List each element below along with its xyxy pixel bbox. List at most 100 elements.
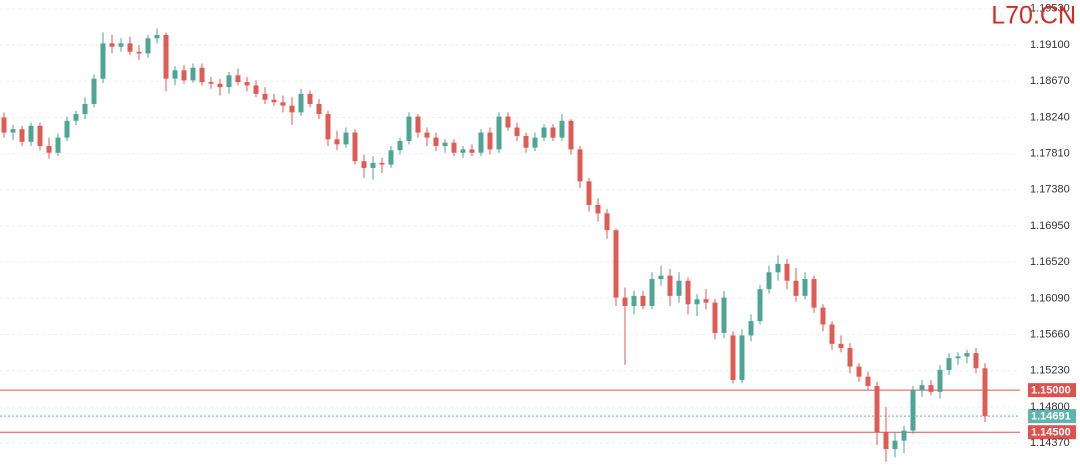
price-level-box: [1028, 409, 1076, 424]
y-tick-label: 1.18240: [1030, 111, 1070, 123]
candle-body: [55, 137, 61, 153]
candle-body: [154, 34, 160, 39]
y-tick-label: 1.14800: [1030, 401, 1070, 413]
candle-body: [703, 299, 709, 303]
y-tick-label: 1.19100: [1030, 39, 1070, 51]
candle-body: [163, 34, 169, 79]
candle-body: [541, 127, 547, 138]
candle-body: [631, 295, 637, 306]
candle-body: [451, 142, 457, 153]
candle-body: [82, 103, 88, 115]
candle-body: [10, 129, 16, 133]
candle-body: [109, 43, 115, 47]
candle-body: [622, 297, 628, 306]
candle-body: [586, 181, 592, 205]
candle-body: [262, 93, 268, 100]
candle-body: [289, 105, 295, 113]
candle-body: [46, 146, 52, 153]
candle-body: [685, 280, 691, 305]
candle-body: [793, 280, 799, 296]
candle-body: [577, 149, 583, 182]
candle-body: [325, 114, 331, 140]
candle-body: [865, 376, 871, 386]
candle-body: [748, 321, 754, 336]
price-level-box: [1028, 383, 1076, 398]
candle-body: [487, 132, 493, 150]
y-tick-label: 1.15660: [1030, 328, 1070, 340]
candle-body: [28, 125, 34, 142]
y-tick-label: 1.14370: [1030, 437, 1070, 449]
candle-body: [226, 75, 232, 88]
candle-body: [550, 127, 556, 138]
candle-body: [19, 129, 25, 142]
candle-body: [694, 299, 700, 305]
candle-body: [253, 85, 259, 94]
candle-body: [559, 120, 565, 138]
candle-body: [469, 149, 475, 153]
candle-body: [739, 335, 745, 381]
candle-body: [568, 120, 574, 150]
candle-body: [649, 279, 655, 306]
y-tick-label: 1.15230: [1030, 365, 1070, 377]
candle-body: [496, 116, 502, 150]
candle-body: [595, 204, 601, 214]
candle-body: [802, 279, 808, 296]
candle-body: [379, 162, 385, 165]
candle-body: [145, 38, 151, 54]
candle-body: [442, 142, 448, 147]
candle-body: [847, 348, 853, 367]
candle-body: [892, 440, 898, 450]
y-tick-label: 1.19530: [1030, 3, 1070, 15]
candle-body: [667, 275, 673, 296]
candles: [1, 28, 988, 462]
candle-body: [190, 67, 196, 81]
y-tick-label: 1.16520: [1030, 256, 1070, 268]
candle-body: [928, 385, 934, 392]
candle-body: [721, 297, 727, 333]
price-level-label: 1.15000: [1031, 385, 1071, 397]
candle-body: [613, 230, 619, 298]
candle-body: [820, 307, 826, 325]
candle-body: [73, 114, 79, 121]
candle-body: [406, 116, 412, 141]
y-tick-label: 1.18670: [1030, 75, 1070, 87]
candle-body: [64, 120, 70, 138]
y-tick-label: 1.16090: [1030, 292, 1070, 304]
candle-body: [244, 82, 250, 86]
candle-body: [361, 161, 367, 168]
candle-body: [217, 83, 223, 88]
candle-body: [982, 368, 988, 417]
candle-body: [712, 302, 718, 333]
candle-body: [118, 43, 124, 47]
y-tick-label: 1.17380: [1030, 184, 1070, 196]
y-tick-label: 1.16950: [1030, 220, 1070, 232]
candle-body: [514, 127, 520, 136]
candle-body: [271, 99, 277, 103]
candle-body: [460, 149, 466, 153]
candle-body: [136, 51, 142, 54]
candle-body: [235, 75, 241, 83]
candle-body: [901, 430, 907, 441]
candle-body: [532, 137, 538, 148]
price-level-label: 1.14691: [1031, 411, 1071, 423]
candle-body: [640, 295, 646, 306]
candle-body: [883, 432, 889, 450]
candle-body: [415, 116, 421, 133]
candle-body: [307, 93, 313, 104]
candle-body: [658, 275, 664, 280]
candle-body: [424, 132, 430, 138]
y-tick-label: 1.17810: [1030, 148, 1070, 160]
candle-body: [604, 213, 610, 231]
candle-body: [829, 324, 835, 344]
candle-body: [370, 162, 376, 168]
candle-body: [208, 82, 214, 84]
candle-body: [343, 132, 349, 145]
candle-body: [127, 43, 133, 52]
candle-body: [523, 135, 529, 148]
candle-body: [766, 272, 772, 290]
candle-body: [874, 385, 880, 433]
candle-body: [973, 353, 979, 369]
candle-body: [955, 356, 961, 359]
